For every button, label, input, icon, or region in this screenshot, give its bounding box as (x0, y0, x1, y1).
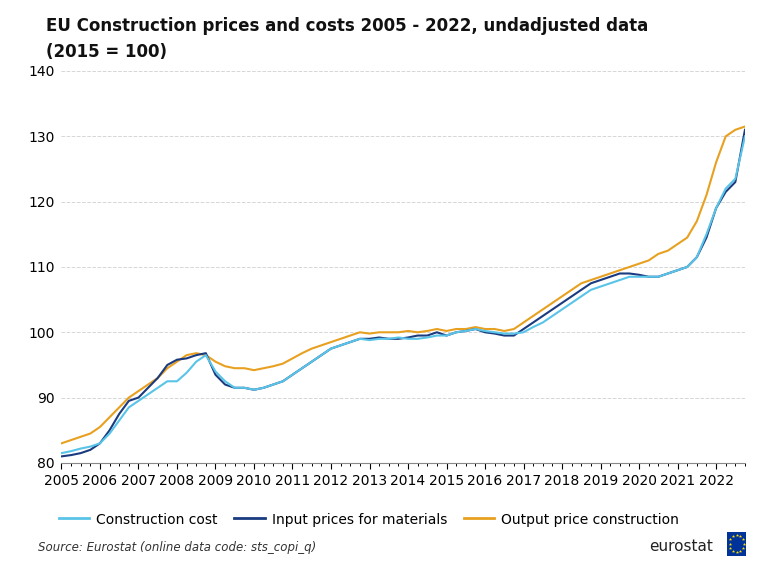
Legend: Construction cost, Input prices for materials, Output price construction: Construction cost, Input prices for mate… (53, 507, 685, 532)
Text: eurostat: eurostat (649, 539, 713, 554)
Text: Source: Eurostat (online data code: sts_copi_q): Source: Eurostat (online data code: sts_… (38, 541, 316, 554)
Text: EU Construction prices and costs 2005 - 2022, undadjusted data: EU Construction prices and costs 2005 - … (46, 17, 648, 35)
Text: (2015 = 100): (2015 = 100) (46, 43, 167, 61)
